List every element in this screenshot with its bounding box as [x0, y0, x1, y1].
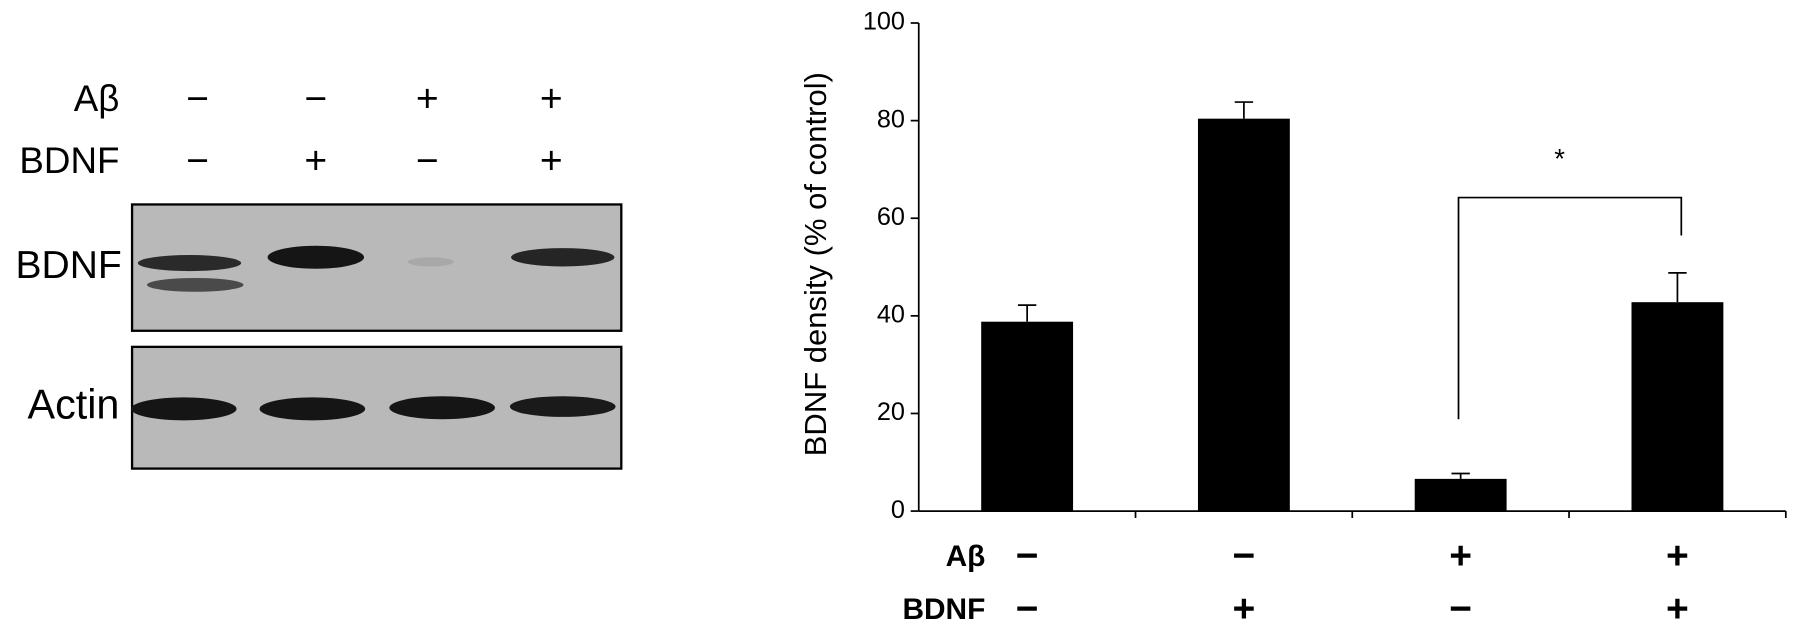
y-axis-label: BDNF density (% of control) — [798, 72, 833, 456]
treatment-sign: − — [1232, 534, 1255, 577]
band — [137, 254, 242, 272]
treatment-sign: − — [186, 77, 209, 120]
bar — [1631, 302, 1724, 512]
band — [389, 396, 495, 420]
treatment-sign: − — [1449, 587, 1472, 630]
treatment-sign: − — [416, 139, 439, 182]
band — [267, 245, 365, 269]
y-tick-label: 0 — [891, 496, 905, 524]
y-tick-label: 100 — [863, 8, 905, 36]
band — [259, 397, 366, 421]
treatment-sign: + — [304, 139, 327, 182]
bar — [1414, 478, 1507, 512]
band — [130, 397, 237, 421]
band — [509, 396, 616, 417]
blot-label: Actin — [28, 382, 120, 428]
treatment-sign: + — [540, 77, 563, 120]
significance-bracket — [1457, 196, 1683, 420]
treatment-sign: + — [1449, 534, 1472, 577]
annotation: * — [1554, 143, 1565, 174]
treatment-sign: + — [1666, 587, 1689, 630]
y-tick-label: 80 — [877, 105, 905, 133]
band — [511, 248, 615, 267]
band — [146, 277, 244, 292]
treatment-sign: + — [1232, 587, 1255, 630]
treatment-sign: + — [416, 77, 439, 120]
treatment-label: Aβ — [74, 78, 120, 119]
treatment-label: Aβ — [946, 540, 986, 573]
treatment-sign: − — [186, 139, 209, 182]
bar — [1197, 118, 1290, 512]
treatment-label: BDNF — [19, 140, 119, 181]
treatment-sign: − — [304, 77, 327, 120]
bar — [981, 321, 1074, 512]
blot: BDNF Actin — [15, 203, 623, 470]
blot-label: BDNF — [15, 244, 121, 287]
treatment-label: BDNF — [902, 593, 985, 626]
y-tick-label: 40 — [877, 301, 905, 329]
treatment-sign: − — [1016, 534, 1039, 577]
band — [407, 257, 454, 267]
treatment-sign: + — [1666, 534, 1689, 577]
y-tick-label: 60 — [877, 203, 905, 231]
treatment-sign: + — [540, 139, 563, 182]
y-tick-label: 20 — [877, 398, 905, 426]
treatment-sign: − — [1016, 587, 1039, 630]
